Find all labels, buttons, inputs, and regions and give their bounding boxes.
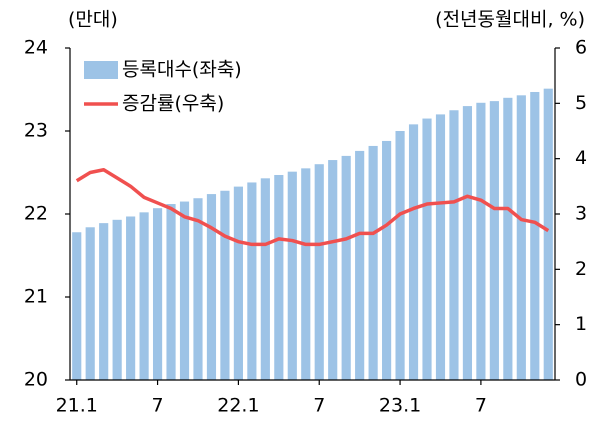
bar — [368, 145, 378, 380]
bar — [408, 124, 419, 380]
bar — [220, 190, 230, 380]
bar — [395, 131, 405, 380]
bar — [166, 204, 176, 380]
bar — [287, 171, 297, 380]
bar — [139, 212, 149, 380]
y-tick-label: 24 — [24, 37, 48, 59]
x-tick-label: 23.1 — [379, 395, 421, 417]
bar — [382, 140, 392, 380]
y-tick-label: 20 — [24, 369, 48, 391]
y2-tick-label: 1 — [575, 313, 587, 335]
y2-unit: (전년동월대비, %) — [435, 9, 585, 31]
bar — [503, 97, 513, 381]
bar — [193, 198, 203, 380]
x-tick-label: 22.1 — [217, 395, 259, 417]
bar — [206, 194, 217, 380]
bar — [260, 178, 270, 380]
bar — [314, 164, 324, 380]
bar — [530, 91, 540, 381]
y2-tick-label: 2 — [575, 258, 587, 280]
y-tick-label: 21 — [24, 286, 48, 308]
bar — [435, 114, 446, 381]
legend-swatch — [84, 61, 118, 79]
x-tick-label: 7 — [313, 395, 325, 417]
bar — [462, 106, 473, 380]
y2-tick-label: 4 — [575, 147, 587, 169]
y-tick-label: 22 — [24, 203, 48, 225]
bar — [247, 182, 257, 380]
bar — [422, 118, 432, 381]
legend-label: 증감률(우축) — [122, 93, 224, 115]
y-tick-label: 23 — [24, 120, 48, 142]
x-tick-label: 21.1 — [56, 395, 98, 417]
bar — [516, 95, 526, 380]
bar — [543, 88, 553, 381]
y2-tick-label: 3 — [575, 203, 587, 225]
x-tick-label: 7 — [152, 395, 164, 417]
bar — [72, 232, 82, 380]
bar — [355, 150, 365, 380]
y-unit: (만대) — [68, 9, 118, 31]
bar — [99, 223, 109, 380]
bar — [274, 174, 284, 380]
bar — [449, 110, 459, 380]
bar — [328, 160, 338, 380]
bar — [476, 102, 486, 380]
bar — [85, 227, 95, 380]
bar — [233, 186, 243, 380]
bar — [489, 101, 499, 381]
y2-tick-label: 5 — [575, 92, 587, 114]
bar — [126, 216, 136, 380]
legend-label: 등록대수(좌축) — [122, 59, 242, 81]
bar — [301, 168, 311, 380]
bar — [152, 208, 163, 380]
y2-tick-label: 0 — [575, 369, 587, 391]
bar — [112, 219, 122, 380]
line — [75, 167, 550, 247]
bar — [179, 201, 190, 380]
x-tick-label: 7 — [475, 395, 487, 417]
bar — [341, 155, 351, 380]
y2-tick-label: 6 — [575, 37, 587, 59]
